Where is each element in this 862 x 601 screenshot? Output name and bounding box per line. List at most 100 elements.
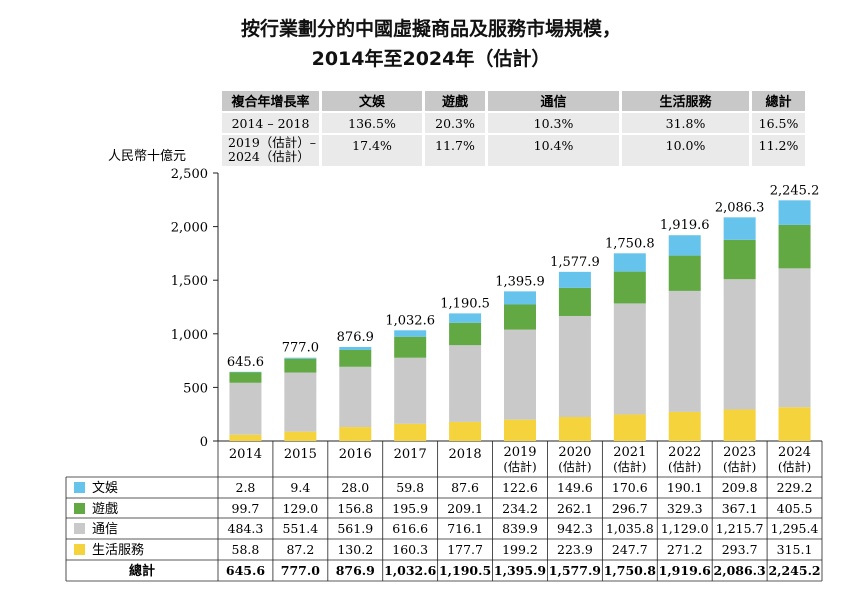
bar-segment	[668, 255, 701, 291]
x-tick-sublabel: (估計)	[613, 459, 646, 474]
table-cell-value: 99.7	[232, 501, 260, 516]
bar-segment	[229, 371, 262, 373]
table-total-value: 777.0	[281, 563, 320, 578]
legend-swatch	[74, 482, 85, 493]
cagr-cell	[425, 135, 485, 166]
y-tick-label: 500	[183, 381, 208, 396]
cagr-value: 16.5%	[759, 116, 799, 131]
x-tick-label: 2018	[449, 447, 482, 462]
table-cell-value: 1,035.8	[606, 521, 654, 536]
x-tick-label: 2017	[394, 447, 427, 462]
bar-segment	[339, 346, 372, 350]
cagr-cell	[425, 113, 485, 133]
x-tick-label: 2023	[723, 445, 756, 460]
cagr-value: 136.5%	[348, 116, 396, 131]
total-row-label: 總計	[129, 563, 155, 579]
table-total-value: 645.6	[226, 563, 265, 578]
x-tick-label: 2020	[558, 445, 591, 460]
table-cell-value: 716.1	[447, 521, 483, 536]
bar-segment	[778, 407, 811, 441]
table-cell-value: 59.8	[396, 480, 424, 495]
bar-segment	[558, 287, 591, 316]
table-cell-value: 315.1	[777, 542, 813, 557]
bar-segment	[613, 414, 646, 441]
chart-title-line1: 按行業劃分的中國虛擬商品及服務市場規模，	[240, 18, 621, 40]
cagr-period-label: 2019（估計）–	[228, 135, 316, 150]
table-cell-value: 160.3	[392, 542, 428, 557]
table-cell-value: 262.1	[557, 501, 593, 516]
x-tick-label: 2021	[613, 445, 646, 460]
cagr-value: 20.3%	[435, 116, 475, 131]
table-cell-value: 209.1	[447, 501, 483, 516]
total-value-label: 1,750.8	[605, 236, 655, 251]
x-tick-sublabel: (估計)	[668, 459, 701, 474]
legend-label: 生活服務	[92, 543, 144, 558]
cagr-header-cell	[488, 91, 619, 111]
bar-segment	[394, 336, 427, 358]
table-total-value: 1,032.6	[384, 563, 436, 578]
cagr-cell	[752, 135, 805, 166]
bar-segment	[449, 421, 482, 441]
cagr-cell	[322, 113, 422, 133]
bar-segment	[284, 431, 317, 441]
bar-segment	[723, 239, 756, 280]
total-value-label: 1,032.6	[385, 313, 435, 328]
bar-segment	[778, 268, 811, 408]
table-cell-value: 129.0	[282, 501, 318, 516]
table-cell-value: 484.3	[228, 521, 264, 536]
bar-segment	[339, 349, 372, 367]
bar-segment	[558, 315, 591, 417]
table-cell-value: 122.6	[502, 480, 538, 495]
cagr-header-cell	[425, 91, 485, 111]
x-tick-label: 2016	[339, 447, 372, 462]
bar-segment	[449, 345, 482, 422]
table-cell-value: 229.2	[777, 480, 813, 495]
legend-swatch	[74, 544, 85, 555]
table-cell-value: 209.8	[722, 480, 758, 495]
y-tick-label: 1,500	[171, 274, 208, 289]
cagr-value: 10.0%	[666, 138, 706, 153]
table-cell-value: 130.2	[337, 542, 373, 557]
table-cell-value: 199.2	[502, 542, 538, 557]
table-cell-value: 271.2	[667, 542, 703, 557]
table-cell-value: 561.9	[337, 521, 373, 536]
bar-segment	[778, 224, 811, 269]
bar-segment	[449, 313, 482, 323]
bar-segment	[778, 200, 811, 225]
table-total-value: 1,190.5	[439, 563, 491, 578]
total-value-label: 777.0	[282, 341, 319, 356]
table-cell-value: 177.7	[447, 542, 483, 557]
table-total-value: 876.9	[336, 563, 375, 578]
total-value-label: 1,577.9	[550, 255, 600, 270]
legend-swatch	[74, 523, 85, 534]
table-cell-value: 1,129.0	[661, 521, 709, 536]
x-tick-sublabel: (估計)	[503, 459, 536, 474]
cagr-cell	[488, 113, 619, 133]
table-total-value: 1,577.9	[549, 563, 601, 578]
bar-segment	[668, 411, 701, 441]
bar-segment	[504, 291, 536, 305]
table-cell-value: 1,215.7	[716, 521, 764, 536]
table-cell-value: 190.1	[667, 480, 703, 495]
cagr-header-label: 文娛	[359, 94, 385, 110]
cagr-cell	[752, 113, 805, 133]
table-total-value: 1,919.6	[659, 563, 711, 578]
total-value-label: 645.6	[227, 355, 264, 370]
bar-segment	[723, 279, 756, 410]
cagr-cell	[222, 113, 319, 133]
table-total-value: 2,086.3	[714, 563, 766, 578]
bar-segment	[449, 322, 482, 346]
bar-segment	[504, 304, 536, 330]
bar-segment	[339, 366, 372, 428]
bar-segment	[668, 290, 701, 412]
bar-segment	[558, 271, 591, 288]
total-value-label: 1,919.6	[660, 218, 710, 233]
cagr-cell	[622, 135, 749, 166]
table-total-value: 2,245.2	[768, 563, 820, 578]
bar-segment	[558, 416, 591, 441]
cagr-value: 2014 – 2018	[232, 116, 310, 131]
bar-segment	[613, 271, 646, 304]
table-total-value: 1,750.8	[604, 563, 656, 578]
cagr-header-label: 通信	[540, 94, 566, 110]
